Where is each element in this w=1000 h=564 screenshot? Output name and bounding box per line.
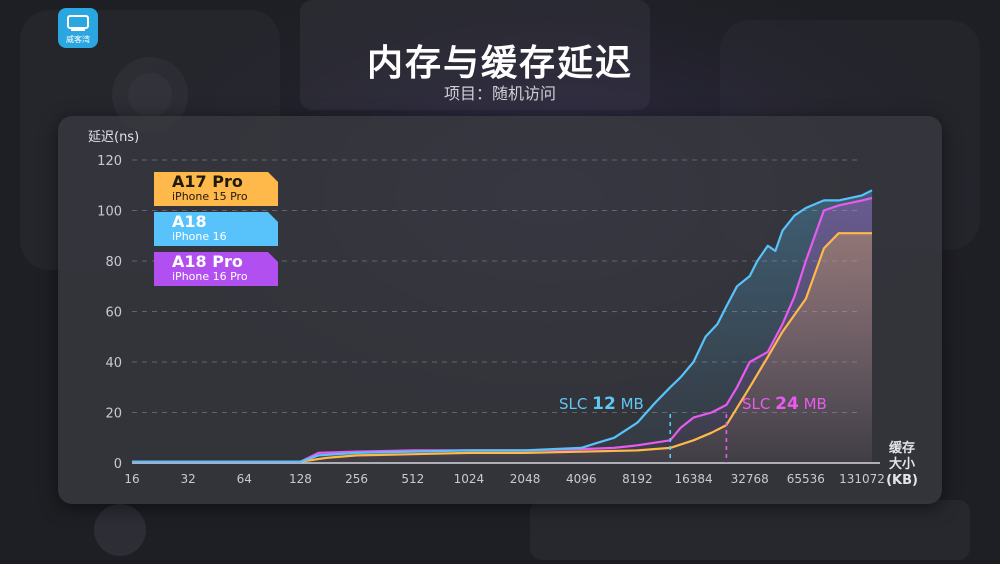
- legend-swatch-a18pro: [154, 252, 278, 286]
- x-tick-label: 512: [401, 472, 424, 486]
- x-axis-title: 大小: [889, 456, 915, 472]
- y-tick-label: 100: [97, 205, 122, 220]
- legend-item-a18: A18 iPhone 16: [154, 212, 278, 246]
- y-axis-title: 延迟(ns): [88, 130, 139, 145]
- legend-sublabel: iPhone 15 Pro: [172, 190, 248, 203]
- logo-icon: [67, 15, 89, 31]
- x-tick-label: 128: [289, 472, 312, 486]
- legend-label: A18 Pro: [172, 252, 243, 271]
- x-tick-label: 1024: [454, 472, 485, 486]
- x-tick-label: 64: [237, 472, 252, 486]
- x-tick-label: 256: [345, 472, 368, 486]
- series-a18-line: [132, 189, 873, 463]
- y-tick-label: 80: [105, 255, 122, 270]
- x-tick-label: 16384: [674, 472, 712, 486]
- logo-badge: [58, 8, 98, 48]
- logo-text: 威客湾: [66, 35, 90, 44]
- y-tick-label: 40: [105, 356, 122, 371]
- legend-label: A17 Pro: [172, 172, 243, 191]
- series-a17pro-line: [132, 232, 872, 463]
- slc-24-label: SLC 24 MB: [742, 394, 827, 414]
- legend-item-a17pro: A17 Pro iPhone 15 Pro: [154, 172, 278, 206]
- y-tick-label: 120: [97, 154, 122, 169]
- legend-label: A18: [172, 212, 207, 231]
- legend-swatch-a18: [154, 212, 278, 246]
- y-tick-label: 0: [114, 457, 122, 472]
- x-tick-label: 4096: [566, 472, 597, 486]
- y-tick-label: 20: [105, 407, 122, 422]
- legend-sublabel: iPhone 16 Pro: [172, 270, 248, 283]
- series-a18pro-line: [132, 196, 873, 463]
- x-axis-title: (KB): [886, 473, 918, 488]
- x-tick-label: 131072: [839, 472, 885, 486]
- x-tick-label: 8192: [622, 472, 653, 486]
- x-tick-label: 65536: [787, 472, 825, 486]
- x-tick-label: 32: [181, 472, 196, 486]
- x-tick-label: 32768: [731, 472, 769, 486]
- x-tick-label: 16: [124, 472, 139, 486]
- legend-item-a18pro: A18 Pro iPhone 16 Pro: [154, 252, 278, 286]
- legend-sublabel: iPhone 16: [172, 230, 227, 243]
- y-tick-label: 60: [105, 306, 122, 321]
- page-title: 内存与缓存延迟: [366, 43, 633, 84]
- legend-swatch-a17pro: [154, 172, 278, 206]
- slc-12-label: SLC 12 MB: [559, 394, 644, 414]
- x-axis-title: 缓存: [889, 440, 915, 456]
- series-a18-area: [132, 190, 872, 464]
- x-tick-label: 2048: [510, 472, 541, 486]
- page-subtitle: 项目：随机访问: [443, 84, 556, 103]
- series-a17pro-area: [132, 233, 872, 463]
